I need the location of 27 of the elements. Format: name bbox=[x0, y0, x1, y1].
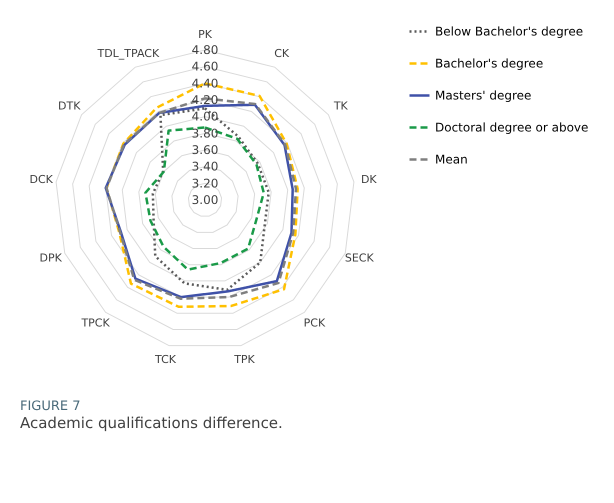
spoke-label: DK bbox=[360, 173, 378, 186]
y-tick-label: 3.60 bbox=[192, 143, 218, 157]
spoke-label: DCK bbox=[30, 173, 54, 186]
legend-label: Bachelor's degree bbox=[435, 56, 544, 70]
y-tick-label: 3.00 bbox=[192, 193, 218, 207]
spoke-label: TPK bbox=[233, 353, 256, 366]
spoke-label: DPK bbox=[40, 252, 63, 265]
text: Academic qualifications difference. bbox=[20, 414, 283, 432]
spoke-label: PCK bbox=[304, 316, 326, 330]
y-tick-label: 3.80 bbox=[192, 126, 218, 140]
spoke-label: SECK bbox=[344, 252, 374, 265]
legend-label: Masters' degree bbox=[435, 88, 532, 102]
spoke-label: TCK bbox=[154, 353, 177, 366]
spoke-label: CK bbox=[274, 46, 290, 60]
y-tick-label: 3.40 bbox=[192, 160, 218, 174]
y-tick-label: 4.80 bbox=[192, 43, 218, 57]
y-tick-label: 4.60 bbox=[192, 60, 218, 74]
spoke-label: TDL_TPACK bbox=[96, 46, 160, 60]
spoke-label: TK bbox=[332, 99, 349, 112]
legend-label: Below Bachelor's degree bbox=[435, 24, 584, 38]
spoke-label: DTK bbox=[58, 99, 82, 112]
spoke-label: TPCK bbox=[80, 316, 110, 330]
spoke-label: PK bbox=[198, 28, 213, 41]
y-tick-label: 3.20 bbox=[192, 176, 218, 190]
legend-label: Mean bbox=[435, 152, 468, 166]
legend-label: Doctoral degree or above bbox=[435, 120, 588, 134]
text: FIGURE 7 bbox=[20, 399, 81, 414]
